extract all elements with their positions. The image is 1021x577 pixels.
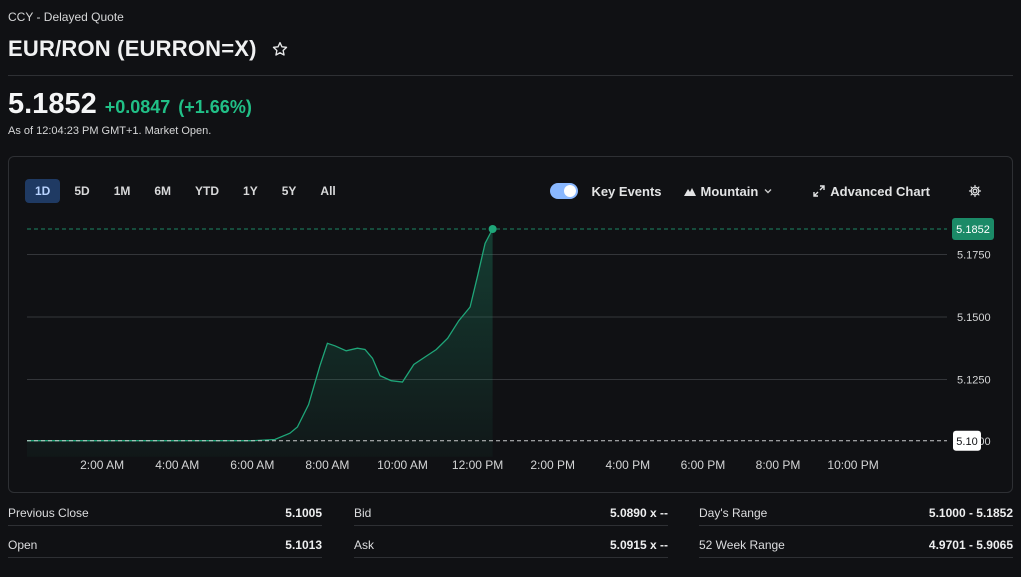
stat-label: Previous Close xyxy=(8,505,89,520)
stat-label: Bid xyxy=(354,505,372,520)
page-title: EUR/RON (EURRON=X) xyxy=(8,36,257,61)
x-tick-label: 8:00 AM xyxy=(305,458,349,472)
range-1m[interactable]: 1M xyxy=(113,184,131,198)
range-ytd[interactable]: YTD xyxy=(195,184,220,198)
x-tick-label: 8:00 PM xyxy=(756,458,801,472)
range-5d[interactable]: 5D xyxy=(74,184,90,198)
stat-value: 5.0915 x -- xyxy=(609,537,668,552)
mountain-icon xyxy=(683,188,696,196)
price-change-percent: (+1.66%) xyxy=(178,97,252,117)
stat-value: 5.1013 xyxy=(285,537,322,552)
x-tick-label: 12:00 PM xyxy=(452,458,503,472)
stat-days-range: Day's Range 5.1000 - 5.1852 xyxy=(699,500,1013,526)
stat-52-week-range: 52 Week Range 4.9701 - 5.9065 xyxy=(699,532,1013,558)
chart-type-dropdown[interactable]: Mountain xyxy=(683,183,774,199)
x-tick-label: 2:00 AM xyxy=(80,458,124,472)
key-events-label: Key Events xyxy=(591,183,662,199)
range-5y[interactable]: 5Y xyxy=(281,184,297,198)
last-price-badge-text: 5.1852 xyxy=(956,224,990,236)
stat-ask: Ask 5.0915 x -- xyxy=(354,532,668,558)
x-tick-label: 4:00 PM xyxy=(605,458,650,472)
y-tick-label: 5.1250 xyxy=(957,375,991,387)
last-price-marker xyxy=(488,225,497,233)
stat-value: 5.1000 - 5.1852 xyxy=(928,505,1013,520)
stat-value: 5.1005 xyxy=(285,505,322,520)
stat-value: 4.9701 - 5.9065 xyxy=(928,537,1013,552)
star-icon[interactable] xyxy=(271,40,289,58)
range-1d[interactable]: 1D xyxy=(25,179,61,203)
price-line xyxy=(27,228,494,442)
advanced-chart-button[interactable]: Advanced Chart xyxy=(813,184,930,199)
stat-label: Open xyxy=(8,537,38,552)
advanced-chart-label: Advanced Chart xyxy=(830,183,930,199)
gear-icon[interactable] xyxy=(968,184,982,198)
toggle-switch[interactable] xyxy=(550,183,579,199)
stat-label: Day's Range xyxy=(699,505,768,520)
chart-panel: 1D 5D 1M 6M YTD 1Y 5Y All Key Events Mou… xyxy=(8,156,1013,493)
range-selector: 1D 5D 1M 6M YTD 1Y 5Y All xyxy=(25,179,346,203)
chart-type-label: Mountain xyxy=(700,183,759,199)
stat-previous-close: Previous Close 5.1005 xyxy=(8,500,322,526)
as-of-timestamp: As of 12:04:23 PM GMT+1. Market Open. xyxy=(8,125,212,137)
stat-bid: Bid 5.0890 x -- xyxy=(354,500,668,526)
range-1y[interactable]: 1Y xyxy=(243,184,258,198)
x-tick-label: 6:00 PM xyxy=(681,458,726,472)
chart-tools: Key Events Mountain Advanced Chart xyxy=(550,179,982,203)
previous-close-badge-text: 5.10 xyxy=(956,436,977,448)
range-6m[interactable]: 6M xyxy=(154,184,172,198)
expand-icon xyxy=(813,185,825,197)
stat-open: Open 5.1013 xyxy=(8,532,322,558)
last-price-badge xyxy=(952,218,994,240)
price-area xyxy=(27,229,493,457)
stat-label: 52 Week Range xyxy=(699,537,785,552)
y-tick-label: 5.1500 xyxy=(957,312,991,324)
x-tick-label: 10:00 AM xyxy=(377,458,428,472)
title-row: EUR/RON (EURRON=X) xyxy=(8,36,289,62)
x-tick-label: 10:00 PM xyxy=(827,458,878,472)
key-events-toggle[interactable]: Key Events xyxy=(550,183,662,199)
price-change: +0.0847 xyxy=(104,97,171,117)
previous-close-badge xyxy=(953,430,981,451)
quote-subtitle: CCY - Delayed Quote xyxy=(8,10,124,24)
x-tick-label: 6:00 AM xyxy=(230,458,274,472)
current-price: 5.1852 xyxy=(8,88,97,120)
range-all[interactable]: All xyxy=(320,184,336,198)
y-tick-label: 5.1750 xyxy=(957,250,991,262)
stat-value: 5.0890 x -- xyxy=(609,505,668,520)
x-tick-label: 4:00 AM xyxy=(155,458,199,472)
price-row: 5.1852 +0.0847 (+1.66%) xyxy=(8,88,252,121)
chevron-down-icon xyxy=(764,189,772,194)
stat-label: Ask xyxy=(354,537,375,552)
x-tick-label: 2:00 PM xyxy=(530,458,575,472)
header-divider xyxy=(8,75,1013,76)
